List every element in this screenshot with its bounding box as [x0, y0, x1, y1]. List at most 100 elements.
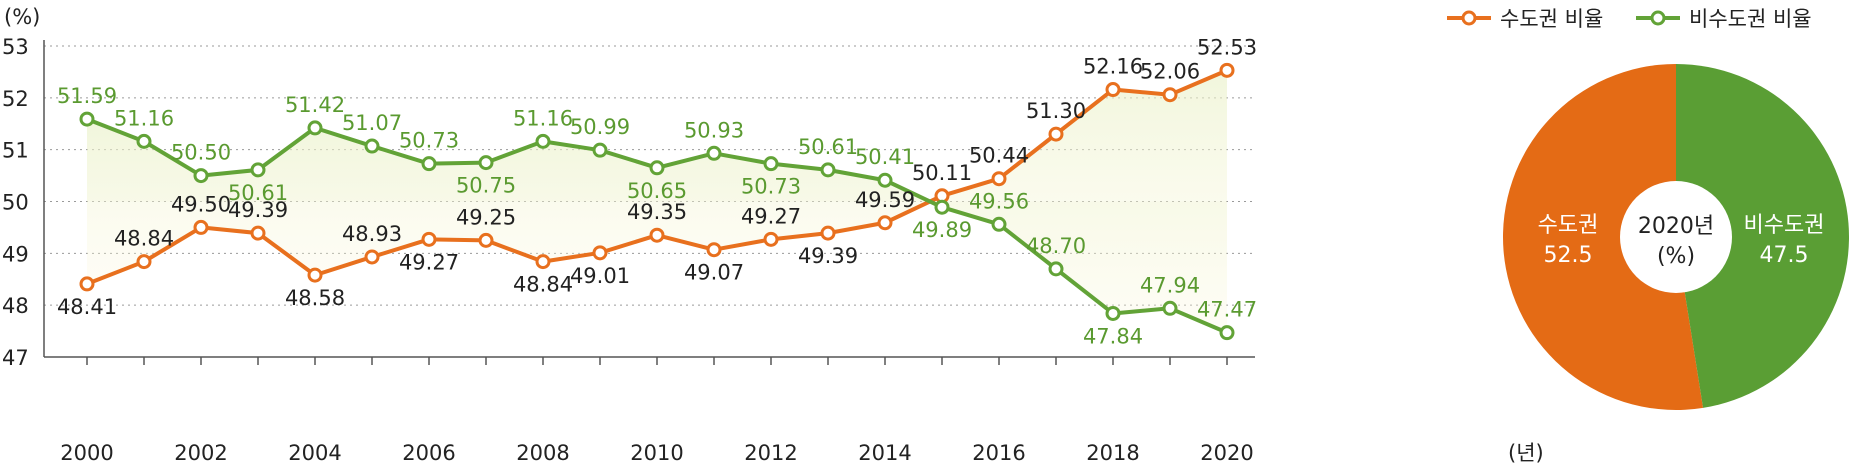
data-label-noncapital-2018: 47.84	[1083, 324, 1143, 348]
data-label-noncapital-2010: 50.65	[627, 179, 687, 203]
marker-capital-2018	[1105, 82, 1121, 98]
data-label-capital-2011: 49.07	[684, 261, 744, 285]
marker-noncapital-2019	[1162, 300, 1178, 316]
marker-capital-2020	[1219, 62, 1235, 78]
series-fill-1	[87, 119, 1227, 333]
pie-chart-2020: 2020년 (%) 수도권 52.5 비수도권 47.5	[1503, 64, 1850, 410]
data-label-noncapital-2014: 50.41	[855, 145, 915, 169]
x-tick-label-2014: 2014	[858, 441, 911, 465]
legend-item-noncapital: 비수도권 비율	[1636, 7, 1812, 31]
marker-capital-2007	[478, 232, 494, 248]
data-label-noncapital-2020: 47.47	[1197, 298, 1257, 322]
series-markers	[79, 62, 1235, 341]
data-label-noncapital-2011: 50.93	[684, 118, 744, 142]
x-tick-label-2010: 2010	[630, 441, 683, 465]
marker-capital-2012	[763, 231, 779, 247]
marker-capital-2005	[364, 249, 380, 265]
data-label-capital-2008: 48.84	[513, 273, 573, 297]
data-label-capital-2005: 48.93	[342, 222, 402, 246]
data-label-capital-2007: 49.25	[456, 205, 516, 229]
marker-capital-2019	[1162, 87, 1178, 103]
data-label-capital-2020: 52.53	[1197, 35, 1257, 59]
x-tick-label-2012: 2012	[744, 441, 797, 465]
y-tick-label-48: 48	[2, 294, 29, 318]
pie-slice-capital	[1503, 64, 1704, 410]
data-label-noncapital-2019: 47.94	[1140, 273, 1200, 297]
marker-noncapital-2003	[250, 162, 266, 178]
x-tick-label-2000: 2000	[60, 441, 113, 465]
x-tick-label-2002: 2002	[174, 441, 227, 465]
data-label-noncapital-2016: 49.56	[969, 189, 1029, 213]
marker-noncapital-2013	[820, 162, 836, 178]
marker-noncapital-2005	[364, 138, 380, 154]
data-label-capital-2006: 49.27	[399, 250, 459, 274]
marker-capital-2013	[820, 225, 836, 241]
marker-capital-2010	[649, 227, 665, 243]
marker-noncapital-2001	[136, 133, 152, 149]
data-label-capital-2013: 49.39	[798, 244, 858, 268]
marker-noncapital-2002	[193, 168, 209, 184]
data-label-capital-2004: 48.58	[285, 286, 345, 310]
marker-noncapital-2008	[535, 133, 551, 149]
data-label-capital-2015: 50.11	[912, 161, 972, 185]
pie-label-noncapital-value: 47.5	[1760, 243, 1809, 268]
y-tick-label-49: 49	[2, 242, 29, 266]
legend-item-capital: 수도권 비율	[1447, 7, 1603, 31]
marker-capital-2006	[421, 231, 437, 247]
data-label-capital-2019: 52.06	[1140, 60, 1200, 84]
x-tick-label-2008: 2008	[516, 441, 569, 465]
data-label-noncapital-2017: 48.70	[1026, 234, 1086, 258]
x-axis-unit: (년)	[1508, 441, 1544, 465]
y-tick-label-50: 50	[2, 191, 29, 215]
pie-label-capital-name: 수도권	[1538, 213, 1599, 238]
data-label-noncapital-2015: 49.89	[912, 218, 972, 242]
data-label-noncapital-2002: 50.50	[171, 141, 231, 165]
marker-capital-2017	[1048, 126, 1064, 142]
marker-noncapital-2018	[1105, 305, 1121, 321]
axes	[43, 40, 1255, 365]
x-tick-label-2020: 2020	[1200, 441, 1253, 465]
marker-noncapital-2014	[877, 172, 893, 188]
data-label-noncapital-2001: 51.16	[114, 106, 174, 130]
data-label-capital-2002: 49.50	[171, 192, 231, 216]
data-label-noncapital-2003: 50.61	[228, 181, 288, 205]
data-label-capital-2018: 52.16	[1083, 55, 1143, 79]
pie-label-noncapital-name: 비수도권	[1744, 213, 1825, 238]
series-fill-0	[87, 70, 1227, 284]
pie-slice-noncapital	[1676, 64, 1850, 408]
pie-center-unit: (%)	[1657, 244, 1695, 269]
marker-capital-2014	[877, 215, 893, 231]
marker-noncapital-2010	[649, 160, 665, 176]
data-label-noncapital-2009: 50.99	[570, 115, 630, 139]
data-label-noncapital-2006: 50.73	[399, 129, 459, 153]
data-label-capital-2000: 48.41	[57, 295, 117, 319]
marker-noncapital-2009	[592, 142, 608, 158]
legend: 수도권 비율 비수도권 비율	[1447, 7, 1812, 31]
marker-noncapital-2017	[1048, 261, 1064, 277]
data-label-capital-2017: 51.30	[1026, 99, 1086, 123]
marker-capital-2011	[706, 242, 722, 258]
pie-center-title: 2020년	[1638, 214, 1714, 239]
marker-capital-2004	[307, 267, 323, 283]
x-tick-label-2006: 2006	[402, 441, 455, 465]
data-labels: 48.4148.8449.5049.3948.5848.9349.2749.25…	[57, 35, 1257, 348]
marker-noncapital-2000	[79, 111, 95, 127]
data-label-noncapital-2008: 51.16	[513, 106, 573, 130]
y-tick-label-53: 53	[2, 35, 29, 59]
y-tick-label-52: 52	[2, 87, 29, 111]
marker-noncapital-2007	[478, 155, 494, 171]
data-label-capital-2009: 49.01	[570, 264, 630, 288]
data-label-capital-2010: 49.35	[627, 200, 687, 224]
data-label-capital-2001: 48.84	[114, 227, 174, 251]
data-label-capital-2012: 49.27	[741, 204, 801, 228]
series-fill-areas	[87, 70, 1227, 333]
data-label-noncapital-2007: 50.75	[456, 174, 516, 198]
data-label-capital-2003: 49.39	[228, 198, 288, 222]
marker-noncapital-2015	[934, 199, 950, 215]
pie-center-hole	[1620, 181, 1732, 293]
y-tick-labels: 47 48 49 50 51 52 53	[2, 35, 29, 370]
pie-label-capital-value: 52.5	[1544, 243, 1593, 268]
y-tick-label-51: 51	[2, 139, 29, 163]
marker-capital-2009	[592, 245, 608, 261]
marker-capital-2008	[535, 254, 551, 270]
